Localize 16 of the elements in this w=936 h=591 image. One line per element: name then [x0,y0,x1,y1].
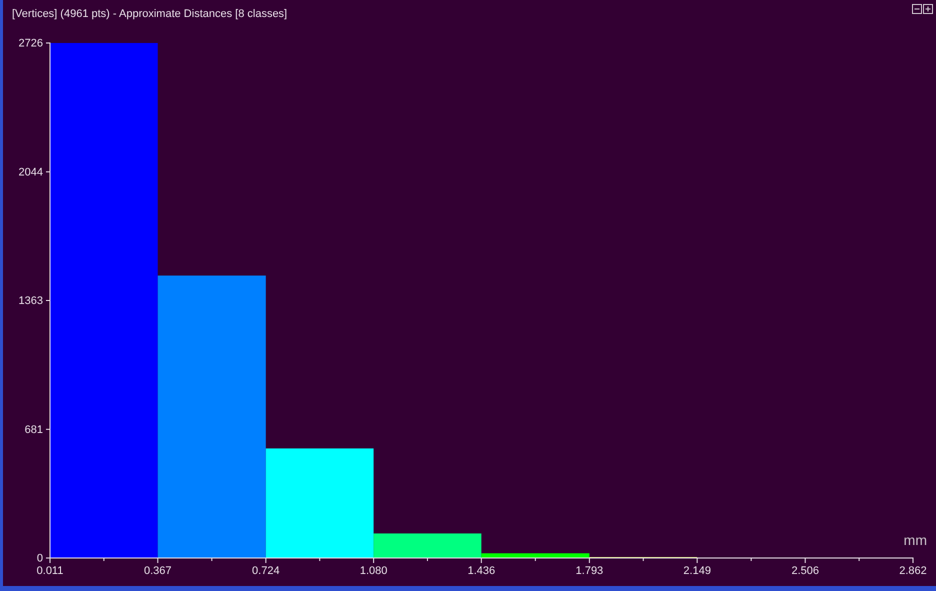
x-tick-label: 1.793 [576,564,604,577]
x-tick-label: 2.149 [683,564,711,577]
x-tick-label: 2.862 [899,564,927,577]
y-tick-label: 681 [24,424,43,436]
x-tick-label: 2.506 [791,564,820,577]
x-axis-title: mm [904,532,927,548]
x-tick-label: 1.436 [468,564,496,577]
y-tick-label: 2044 [18,166,43,178]
x-tick-label: 0.011 [36,564,64,577]
y-tick-label: 2726 [18,38,43,50]
y-tick-label: 0 [36,552,43,565]
x-tick-label: 1.080 [360,564,388,577]
x-tick-label: 0.367 [144,564,172,577]
chart-title: [Vertices] (4961 pts) - Approximate Distances [8 classes] [12,8,288,20]
x-tick-label: 0.724 [252,564,280,577]
y-tick-label: 1363 [18,295,43,308]
